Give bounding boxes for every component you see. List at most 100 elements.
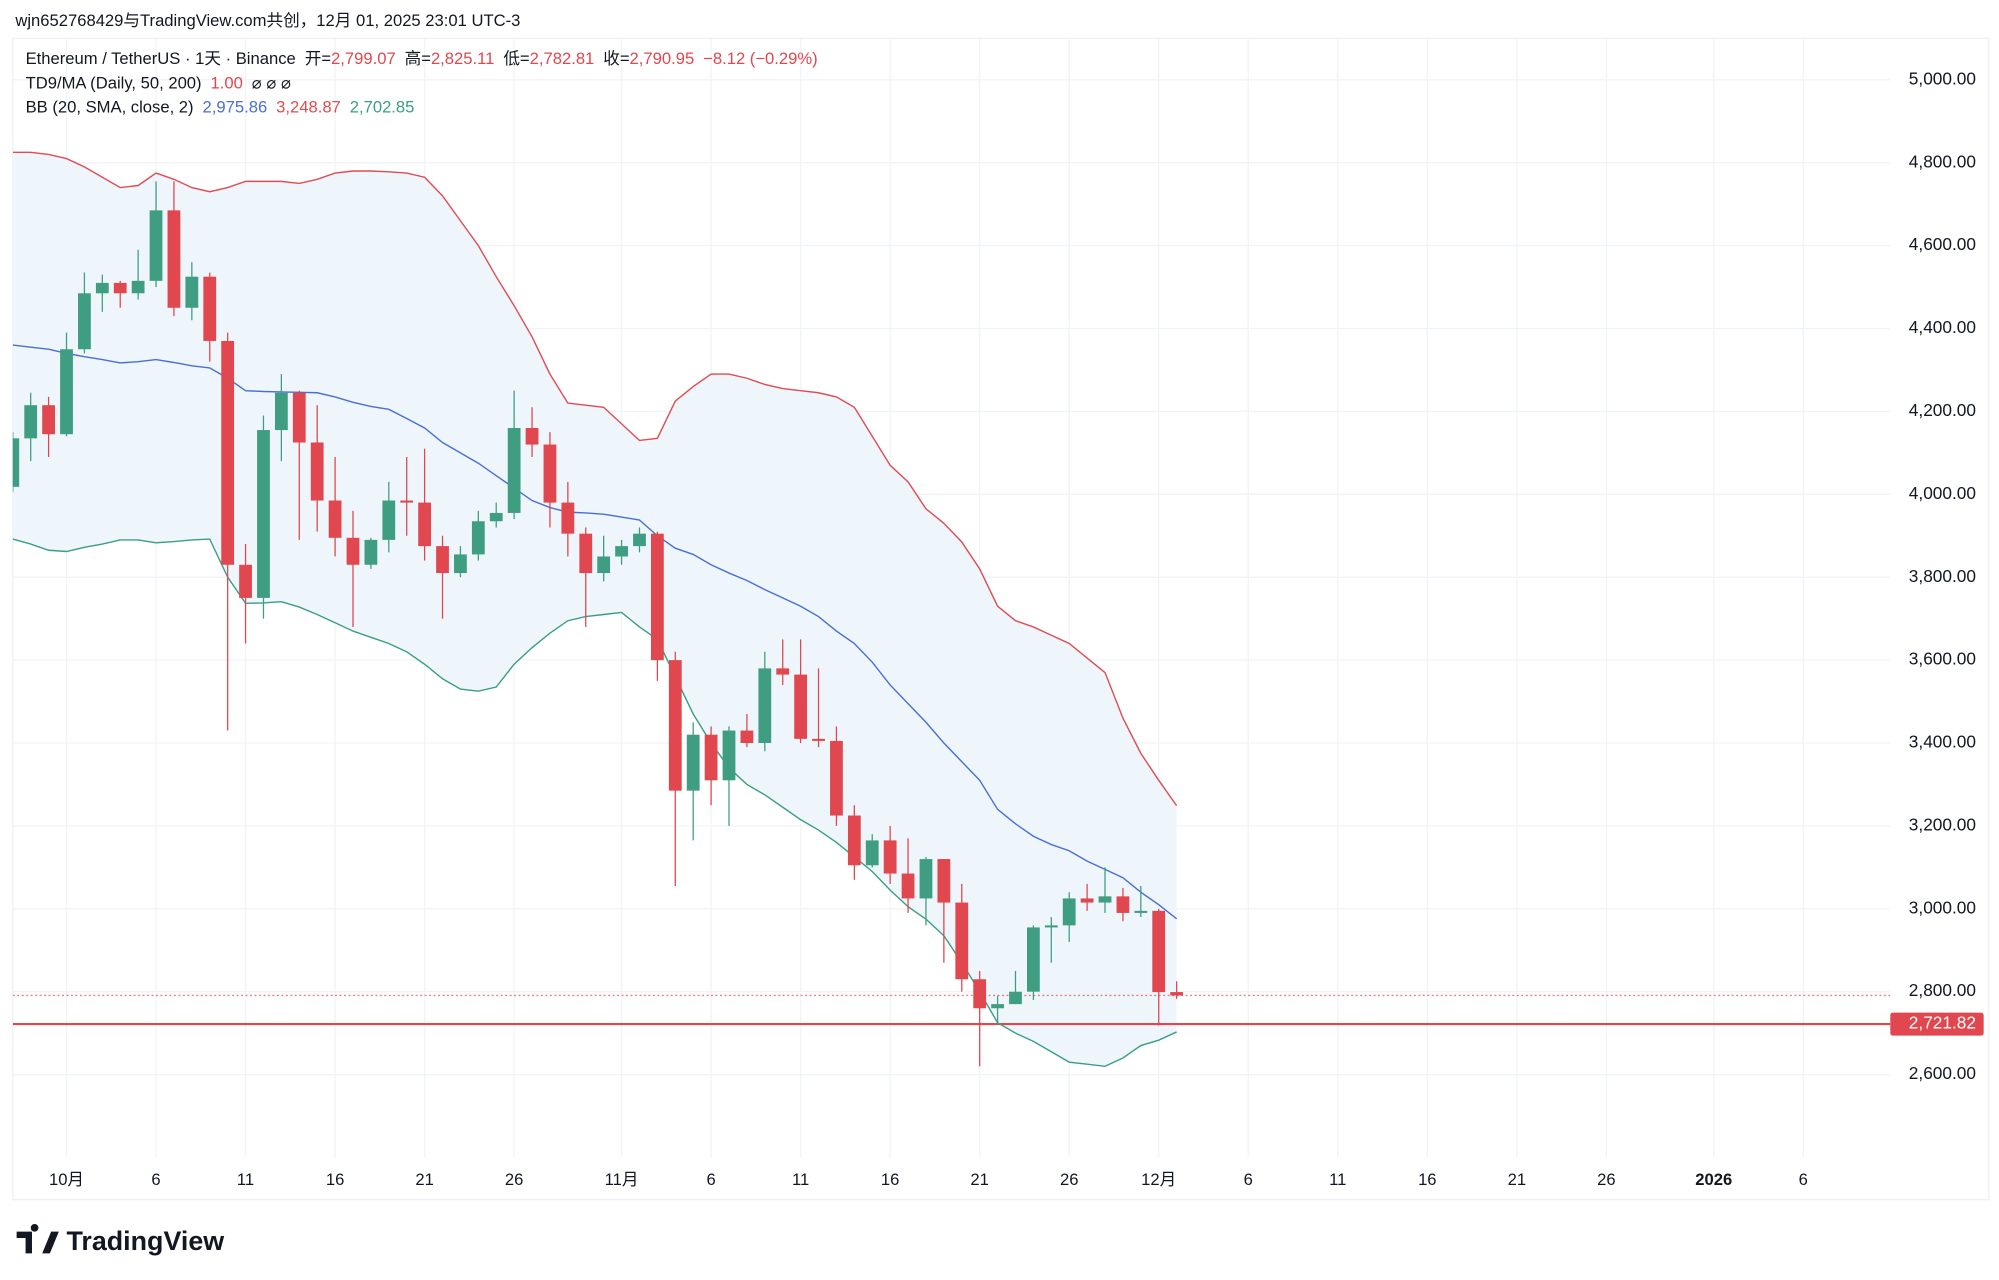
candle-body: [937, 859, 951, 903]
candle-body: [489, 512, 503, 522]
candle-body: [1080, 898, 1094, 903]
y-tick-label: 4,000.00: [1909, 483, 1976, 503]
x-tick-label: 11: [792, 1170, 809, 1189]
y-tick-label: 5,000.00: [1909, 68, 1976, 88]
candle-body: [1116, 896, 1130, 913]
candle-body: [1044, 925, 1058, 928]
legend-line: TD9/MA (Daily, 50, 200) 1.00 ⌀ ⌀ ⌀: [26, 74, 291, 93]
candle-body: [1009, 991, 1022, 1005]
x-tick-label: 26: [1597, 1170, 1615, 1189]
candle-body: [991, 1004, 1004, 1009]
indicator-name: TD9/MA (Daily, 50, 200): [26, 74, 202, 93]
x-tick-label: 6: [151, 1170, 160, 1189]
candle-body: [686, 734, 700, 791]
candle-body: [42, 405, 55, 435]
candle-body: [382, 500, 396, 540]
candle-body: [454, 554, 467, 574]
legend-ohlc-value: 2,790.95: [630, 50, 695, 69]
candle-body: [221, 340, 235, 565]
legend-line: BB (20, SMA, close, 2) 2,975.86 3,248.87 2,…: [26, 98, 415, 117]
x-tick-label: 10月: [49, 1170, 84, 1189]
legend-ohlc-label: 低=: [503, 50, 529, 69]
legend-line: Ethereum / TetherUS · 1天 · Binance 开=2,79…: [26, 50, 818, 69]
candle-body: [830, 740, 843, 816]
candle-body: [78, 293, 91, 350]
candle-body: [722, 730, 736, 781]
candle-body: [418, 502, 432, 547]
legend-ohlc-value: 2,799.07: [331, 50, 396, 69]
candle-body: [615, 546, 628, 557]
candle-body: [794, 674, 808, 739]
legend: Ethereum / TetherUS · 1天 · Binance 开=2,79…: [26, 50, 818, 118]
candle-body: [955, 902, 969, 980]
indicator-symbols: ⌀ ⌀ ⌀: [252, 74, 291, 93]
candle-body: [257, 430, 270, 598]
candle-body: [167, 210, 181, 308]
band-line: [12, 344, 1178, 920]
candle-body: [919, 859, 933, 899]
plot-area: [12, 151, 1891, 1068]
legend-ohlc-label: 开=: [305, 50, 331, 69]
logo: TradingView: [16, 1223, 225, 1256]
candle-body: [758, 668, 772, 743]
candle-body: [633, 533, 646, 547]
candle-body: [95, 282, 109, 294]
x-tick-label: 21: [415, 1170, 433, 1189]
candle-body: [292, 392, 306, 443]
x-tick-label: 11月: [605, 1170, 639, 1189]
candle-body: [847, 815, 861, 866]
candle-body: [525, 427, 539, 445]
x-tick-label: 12月: [1141, 1170, 1176, 1189]
x-tick-label: 26: [505, 1170, 523, 1189]
legend-symbol: Ethereum / TetherUS · 1天 · Binance: [26, 50, 296, 69]
x-tick-label: 6: [1244, 1170, 1253, 1189]
candle-body: [973, 979, 987, 1009]
candle-body: [740, 730, 754, 743]
candle-body: [812, 738, 825, 741]
candle-body: [579, 533, 593, 574]
legend-ohlc-label: 高=: [405, 50, 431, 69]
price-label-box: [1890, 1012, 1984, 1036]
legend-ohlc-label: 收=: [603, 50, 629, 69]
candle-body: [203, 276, 217, 341]
candle-body: [60, 349, 73, 435]
legend-ohlc-value: 2,825.11: [431, 50, 494, 69]
candle-body: [185, 276, 199, 308]
y-tick-label: 4,200.00: [1909, 400, 1976, 420]
x-tick-label: 21: [970, 1170, 988, 1189]
candle-body: [113, 282, 127, 294]
candle-body: [597, 556, 611, 574]
candle-body: [776, 668, 790, 675]
y-tick-label: 3,600.00: [1909, 649, 1976, 669]
logo-text: TradingView: [67, 1226, 225, 1256]
candle-body: [328, 500, 342, 538]
x-tick-label: 11: [237, 1170, 254, 1189]
y-tick-label: 2,800.00: [1909, 980, 1976, 1000]
candle-body: [507, 427, 521, 513]
logo-icon: [16, 1223, 59, 1254]
candle-body: [239, 564, 252, 598]
indicator-name: BB (20, SMA, close, 2): [26, 98, 194, 117]
x-tick-label: 6: [1799, 1170, 1808, 1189]
x-tick-label: 11: [1329, 1170, 1346, 1189]
candle-body: [1134, 910, 1148, 913]
candle-body: [1170, 992, 1184, 996]
band-fill: [12, 152, 1177, 1067]
y-tick-label: 3,400.00: [1909, 732, 1976, 752]
band-line: [12, 151, 1178, 807]
indicator-value: 2,975.86: [203, 98, 268, 117]
indicator-value: 1.00: [211, 74, 243, 93]
y-tick-label: 3,200.00: [1909, 814, 1976, 834]
watermark: wjn652768429与TradingView.com共创，12月 01, 2…: [14, 11, 520, 30]
candle-body: [1152, 910, 1166, 993]
y-tick-label: 4,800.00: [1909, 151, 1976, 171]
candle-body: [543, 444, 557, 503]
candle-body: [668, 660, 682, 791]
axes: 2,600.00 2,800.00 3,000.00 3,200.00 3,400.00…: [49, 68, 1984, 1189]
indicator-value: 2,702.85: [350, 98, 415, 117]
candle-body: [149, 210, 163, 281]
candle-body: [1026, 927, 1040, 992]
candle-body: [364, 539, 378, 565]
